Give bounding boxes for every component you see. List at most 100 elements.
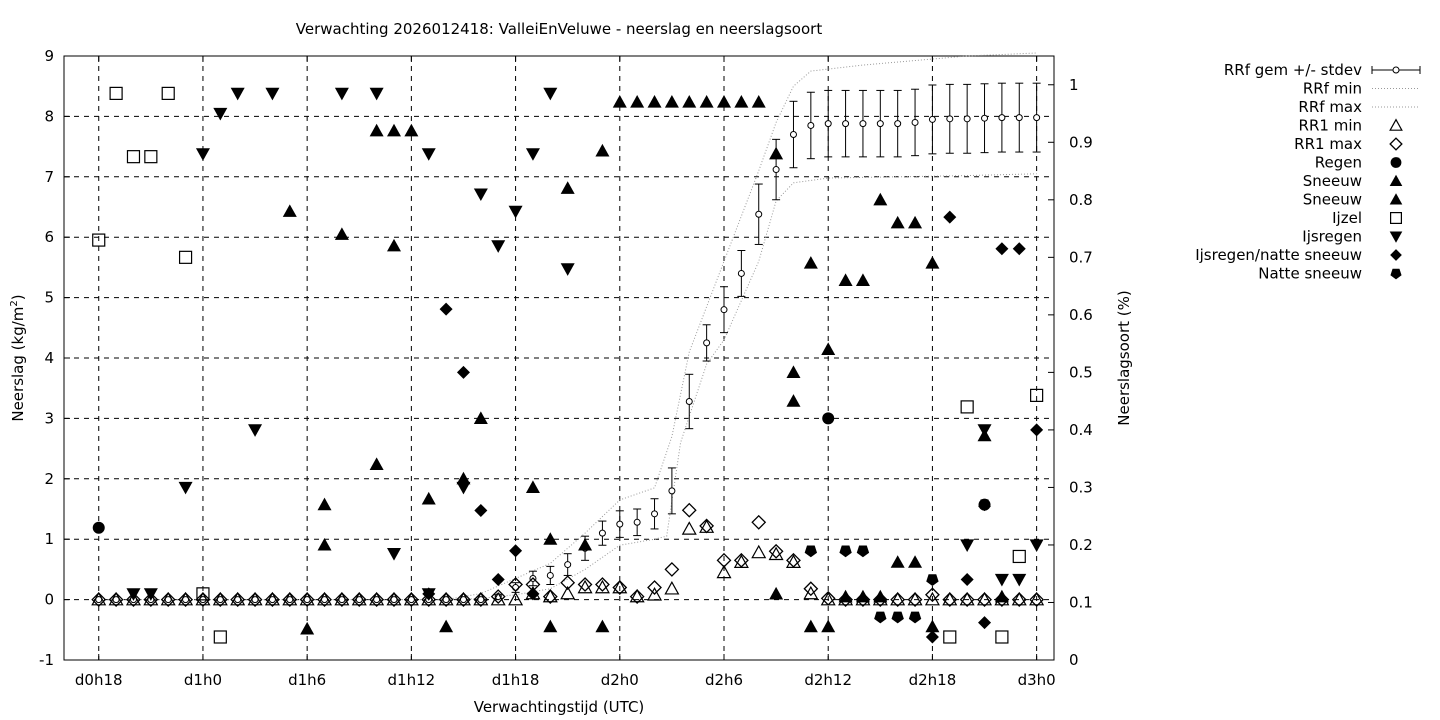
rrf-mean-point	[928, 115, 936, 123]
rr1-max-point	[647, 580, 662, 595]
legend-label: Ijsregen/natte sneeuw	[1195, 246, 1362, 264]
rr1-min-point	[612, 579, 628, 594]
rr1-min-point	[438, 591, 454, 606]
natte-sneeuw-point	[926, 574, 939, 586]
rr1-min-point	[264, 591, 280, 606]
sneeuw-point	[595, 619, 610, 633]
ijzel-point	[144, 150, 158, 164]
rr1-min-point	[178, 591, 194, 606]
rr1-max-point	[942, 592, 958, 608]
ijsregen-point	[248, 424, 263, 437]
rr1-min-point	[681, 521, 697, 535]
sneeuw-point	[525, 480, 540, 494]
ijsregen-point	[491, 240, 506, 253]
legend-marker	[1390, 268, 1402, 280]
rrf-mean-point	[789, 131, 797, 139]
rr1-max-point	[681, 502, 697, 518]
rrf-mean-point	[616, 520, 624, 528]
rr1-max-point	[195, 592, 211, 608]
rr1-min-point	[212, 591, 228, 606]
ijzel-point	[92, 233, 106, 247]
rr1-max-point	[733, 552, 749, 568]
x-tick-label: d1h6	[288, 671, 326, 689]
sneeuw-point	[890, 215, 905, 229]
sneeuw-point	[838, 589, 853, 603]
sneeuw-point	[890, 555, 905, 568]
x-tick-label: d2h6	[705, 671, 743, 689]
y-axis-label-end: )	[9, 294, 27, 300]
ijzel-point	[995, 630, 1009, 644]
rr1-min-point	[560, 585, 576, 600]
legend-marker	[1389, 212, 1402, 225]
natte-sneeuw-point	[908, 611, 922, 624]
legend-marker	[1389, 231, 1403, 243]
series	[91, 52, 1045, 644]
rr1-min-point	[473, 591, 489, 606]
rrf-mean-point	[685, 397, 693, 405]
ijzel-point	[109, 86, 123, 100]
legend-label: Ijzel	[1332, 209, 1362, 227]
x-tick-label: d2h0	[601, 671, 639, 689]
ijzel-point	[213, 630, 227, 644]
rr1-max-point	[542, 589, 558, 604]
rr1-min-point	[455, 591, 471, 606]
sneeuw-point	[282, 204, 297, 217]
rr1-min-point	[334, 591, 350, 606]
rr1-max-point	[768, 543, 784, 559]
sneeuw-point	[803, 619, 818, 633]
rrf-mean-point	[703, 339, 711, 347]
rr1-max-point	[699, 518, 715, 534]
rr1-max-point	[838, 592, 853, 608]
rrf-mean-point	[564, 561, 572, 569]
rr1-max-point	[855, 592, 871, 608]
y2-tick-label: 1	[1069, 76, 1079, 94]
rr1-max-point	[890, 592, 906, 608]
legend-label: Natte sneeuw	[1258, 265, 1362, 283]
rr1-max-point	[299, 592, 315, 608]
rr1-min-point	[1011, 591, 1027, 606]
sneeuw-point	[334, 227, 349, 240]
sneeuw-point	[387, 123, 401, 137]
rr1-min-point	[890, 591, 906, 606]
y-tick-label: 8	[44, 107, 54, 125]
sneeuw-point	[300, 621, 315, 635]
ijsregen-point	[178, 481, 193, 495]
rr1-max-point	[925, 587, 940, 603]
ijsregen-point	[1029, 539, 1044, 552]
rrf-mean-point	[546, 571, 554, 579]
rrf-mean-point	[633, 518, 641, 526]
legend-label: RRf min	[1303, 80, 1362, 98]
y-axis-label: Neerslag (kg/m2)	[9, 294, 27, 421]
ijsregen-natte-sneeuw-point	[509, 544, 523, 558]
rr1-max-point	[803, 581, 819, 597]
ijsregen-natte-sneeuw-point	[456, 365, 470, 379]
rr1-min-point	[942, 591, 958, 606]
rrf-mean-point	[911, 118, 919, 126]
ijsregen-point	[143, 588, 158, 601]
ijzel-point	[178, 250, 193, 264]
sneeuw-point	[994, 589, 1009, 603]
rr1-max-point	[490, 589, 506, 604]
y-tick-label: 9	[44, 47, 54, 65]
sneeuw-point	[317, 497, 332, 511]
rrf-mean-point	[668, 487, 676, 495]
rr1-min-point	[91, 591, 107, 606]
ijsregen-natte-sneeuw-point	[943, 210, 957, 224]
sneeuw-point	[803, 256, 818, 269]
sneeuw-point	[908, 215, 923, 229]
natte-sneeuw-point	[874, 611, 887, 624]
rr1-max-point	[577, 577, 593, 592]
ijsregen-point	[195, 148, 210, 161]
chart-title: Verwachting 2026012418: ValleiEnVeluwe -…	[296, 20, 823, 38]
sneeuw-point	[925, 256, 940, 269]
ijsregen-natte-sneeuw-point	[960, 572, 974, 586]
legend-marker	[1389, 174, 1403, 187]
sneeuw-point	[439, 619, 454, 633]
rr1-max-point	[508, 577, 523, 592]
x-tick-label: d2h18	[909, 671, 957, 689]
natte-sneeuw-point	[856, 545, 870, 558]
sneeuw-point	[855, 273, 870, 286]
y2-tick-label: 0.3	[1069, 478, 1093, 496]
rrf-mean-point	[824, 120, 832, 128]
rr1-max-point	[247, 592, 263, 608]
